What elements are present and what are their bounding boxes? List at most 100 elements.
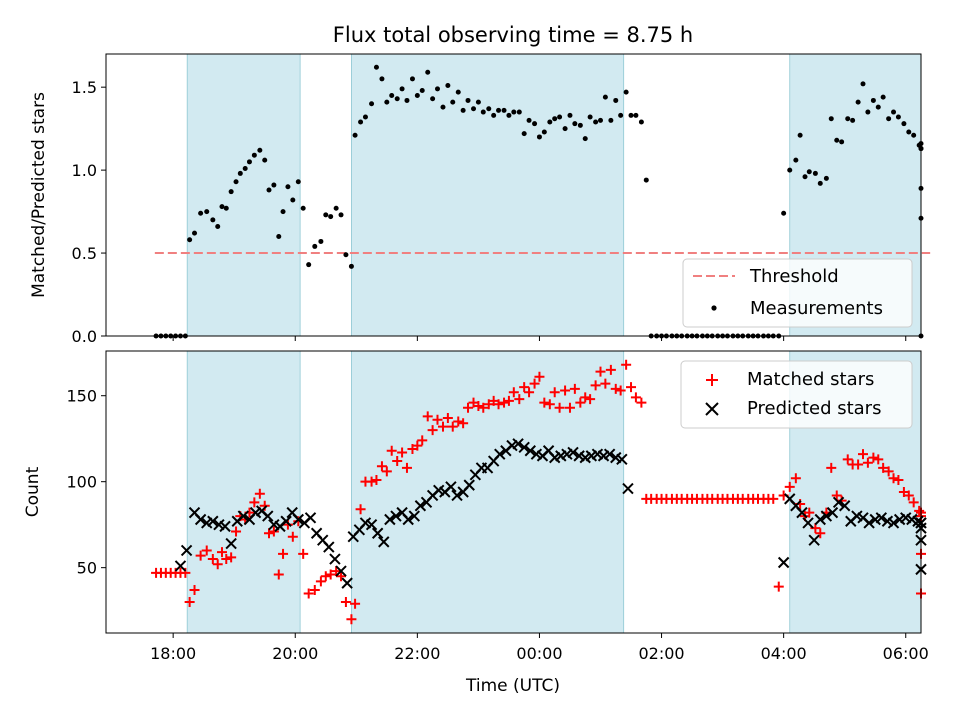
matched-point [524, 387, 535, 398]
measurement-point [434, 86, 440, 92]
legend-matched-label: Matched stars [747, 369, 874, 390]
measurement-point [323, 212, 329, 218]
measurement-point [219, 204, 225, 210]
measurement-point [593, 119, 599, 125]
predicted-point [616, 453, 628, 466]
measurement-point [541, 129, 547, 135]
matched-point [790, 473, 801, 484]
predicted-point [832, 496, 845, 509]
matched-point [630, 392, 641, 403]
measurement-point [455, 89, 461, 95]
measurement-point [828, 116, 834, 122]
predicted-point [180, 544, 193, 557]
predicted-point [262, 510, 274, 522]
measurement-point [257, 147, 263, 153]
matched-point [442, 413, 453, 424]
plot-frame-bottom [105, 350, 922, 634]
matched-point [858, 449, 869, 460]
measurement-point [536, 134, 542, 140]
matched-point [804, 507, 815, 518]
measurement-point [271, 182, 277, 188]
matched-point [478, 402, 489, 413]
measurement-point [328, 214, 334, 220]
predicted-point [567, 446, 579, 459]
matched-point [303, 588, 314, 599]
matched-point [768, 493, 779, 504]
measurement-point [352, 132, 358, 138]
matched-point [371, 474, 382, 485]
matched-point [600, 378, 611, 389]
matched-point [610, 383, 621, 394]
matched-point [336, 571, 347, 582]
measurement-point [823, 175, 829, 181]
predicted-point [225, 537, 237, 550]
predicted-point [219, 520, 231, 533]
legend-bottom-box [680, 360, 913, 429]
predicted-point [622, 482, 634, 495]
legend-predicted-label: Predicted stars [747, 398, 881, 419]
predicted-point [323, 541, 335, 553]
measurement-point [860, 81, 866, 87]
predicted-point [280, 515, 292, 527]
matched-point [585, 394, 596, 405]
measurement-point [480, 109, 486, 115]
predicted-point [524, 445, 536, 457]
legend-bottom: Matched stars Predicted stars [680, 360, 913, 429]
matched-point [184, 597, 195, 608]
measurement-point [875, 104, 881, 110]
legend-predicted-swatch [705, 402, 719, 416]
predicted-point [796, 506, 808, 519]
measurement-point [855, 99, 861, 105]
predicted-point [887, 517, 900, 529]
x-tick-label: 18:00 [150, 644, 196, 663]
matched-point [831, 490, 842, 501]
predicted-point [603, 448, 616, 460]
measurement-point [850, 117, 856, 123]
matched-point [249, 497, 260, 508]
measurement-point [210, 217, 216, 223]
matched-point [350, 598, 361, 609]
matched-point [914, 505, 925, 516]
y-tick-label: 0.0 [72, 327, 97, 346]
predicted-point [237, 510, 250, 522]
measurement-point [870, 97, 876, 103]
measurement-point [399, 86, 405, 92]
matched-point [315, 576, 326, 587]
measurement-point [300, 205, 306, 211]
measurement-point [880, 94, 886, 100]
measurement-point [430, 96, 436, 102]
matched-point [868, 452, 879, 463]
y-axis-label-bottom: Count [23, 466, 43, 517]
measurement-point [511, 109, 517, 115]
matched-point [381, 466, 392, 477]
matched-point [560, 385, 571, 396]
measurement-point [812, 170, 818, 176]
measurement-point [318, 238, 324, 244]
matched-point [282, 519, 293, 530]
x-tick-label: 06:00 [883, 644, 929, 663]
predicted-point [838, 500, 851, 512]
measurement-point [557, 114, 563, 120]
predicted-point [512, 438, 524, 450]
measurement-point [471, 106, 477, 112]
measurement-point [333, 205, 339, 211]
count-points [151, 359, 927, 625]
measurement-point [891, 109, 897, 115]
x-tick-label: 20:00 [272, 644, 318, 663]
measurement-point [802, 174, 808, 180]
matched-point [458, 418, 469, 429]
measurement-point [280, 209, 286, 215]
matched-point [493, 399, 504, 410]
measurement-point [440, 104, 446, 110]
measurement-point [414, 92, 420, 98]
measurement-point [496, 107, 502, 113]
measurement-point [242, 165, 248, 171]
x-tick-label: 02:00 [638, 644, 684, 663]
matched-point [453, 416, 464, 427]
predicted-point [875, 512, 888, 524]
y-tick-label: 1.0 [72, 161, 97, 180]
measurement-point [358, 119, 364, 125]
matched-point [549, 387, 560, 398]
measurement-point [348, 263, 354, 269]
measurement-point [633, 112, 639, 118]
